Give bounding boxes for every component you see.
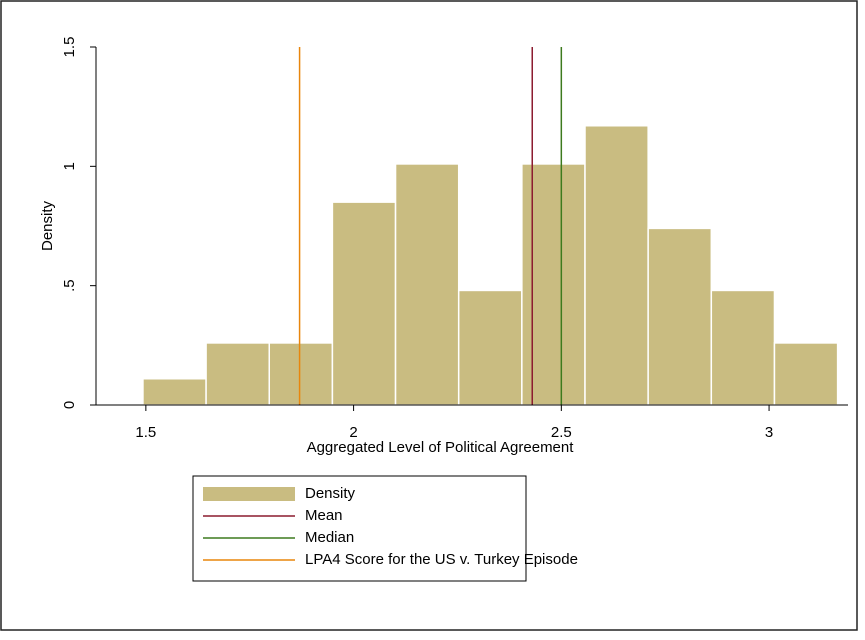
x-tick-label: 2 — [349, 424, 357, 441]
bar — [521, 163, 586, 406]
legend-label: Density — [305, 485, 356, 502]
bar — [331, 201, 397, 406]
bar — [773, 342, 839, 406]
y-axis-label: Density — [39, 200, 56, 251]
y-tick-label: 0 — [61, 401, 78, 409]
legend-swatch — [203, 487, 295, 501]
bar — [142, 377, 207, 406]
x-tick-label: 1.5 — [135, 424, 156, 441]
legend-label: Mean — [305, 507, 343, 524]
bar — [647, 227, 713, 406]
bar — [205, 342, 271, 406]
bar — [710, 289, 776, 406]
bar — [268, 342, 334, 406]
x-tick-label: 3 — [765, 424, 773, 441]
y-tick-label: 1.5 — [61, 37, 78, 58]
x-axis-label: Aggregated Level of Political Agreement — [307, 439, 575, 456]
y-tick-label: .5 — [61, 279, 78, 292]
bar — [457, 289, 523, 406]
bar — [394, 163, 460, 406]
legend-label: LPA4 Score for the US v. Turkey Episode — [305, 551, 578, 568]
y-tick-label: 1 — [61, 162, 78, 170]
x-tick-label: 2.5 — [551, 424, 572, 441]
bar — [584, 125, 649, 406]
legend-label: Median — [305, 529, 354, 546]
